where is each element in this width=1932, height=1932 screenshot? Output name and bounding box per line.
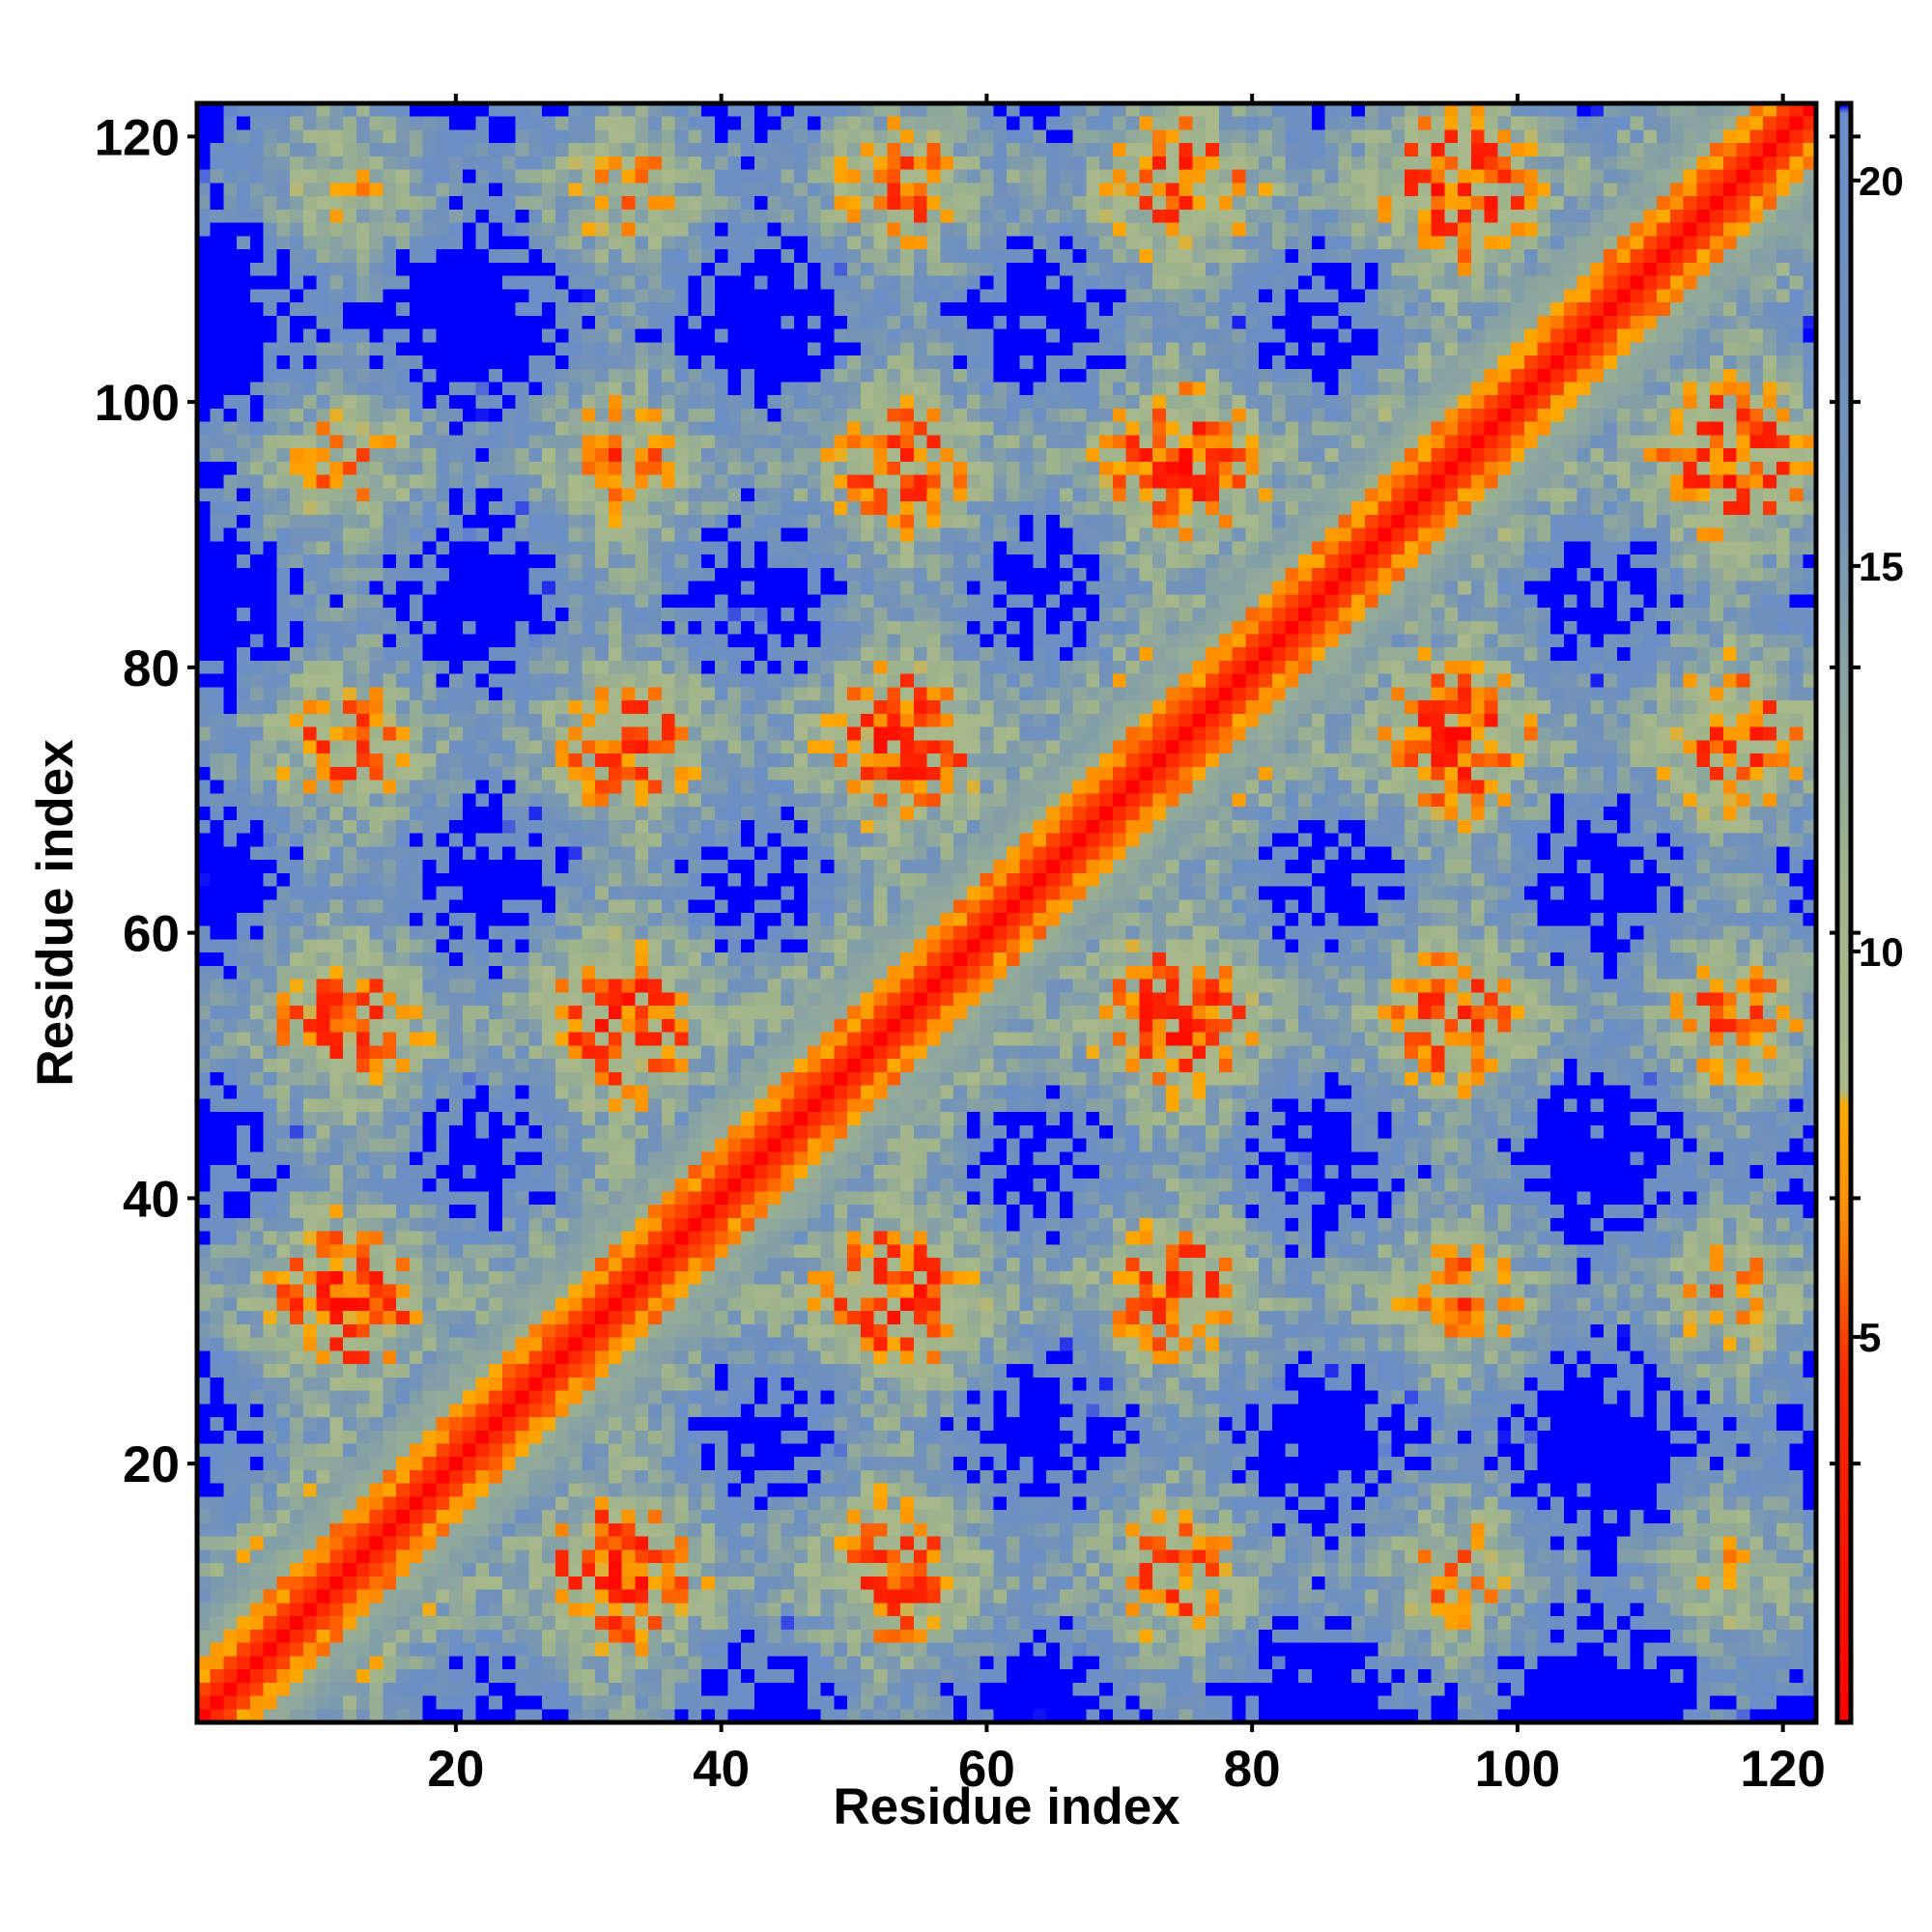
- y-tick-label: 100: [95, 375, 180, 432]
- y-axis-title: Residue index: [27, 739, 84, 1087]
- colorbar-tick-label: 5: [1859, 1315, 1881, 1360]
- colorbar-tick-label: 15: [1859, 544, 1904, 589]
- heatmap-plot-area: [197, 103, 1816, 1722]
- y-tick-label: 40: [123, 1171, 180, 1228]
- colorbar-tick-label: 10: [1859, 929, 1904, 975]
- x-tick-label: 20: [427, 1741, 484, 1798]
- x-tick-label: 120: [1740, 1741, 1825, 1798]
- colorbar-frame: [1834, 100, 1854, 1725]
- x-tick-label: 40: [693, 1741, 750, 1798]
- x-tick-label: 80: [1224, 1741, 1281, 1798]
- colorbar: [1837, 103, 1851, 1722]
- colorbar-tick-label: 20: [1859, 158, 1904, 204]
- y-tick-label: 80: [123, 640, 180, 697]
- y-tick-label: 60: [123, 906, 180, 963]
- x-axis-title: Residue index: [833, 1778, 1180, 1835]
- y-tick-label: 120: [95, 109, 180, 166]
- y-tick-label: 20: [123, 1436, 180, 1493]
- x-tick-label: 100: [1475, 1741, 1560, 1798]
- x-tick-label: 60: [958, 1741, 1015, 1798]
- plot-frame: [194, 100, 1819, 1725]
